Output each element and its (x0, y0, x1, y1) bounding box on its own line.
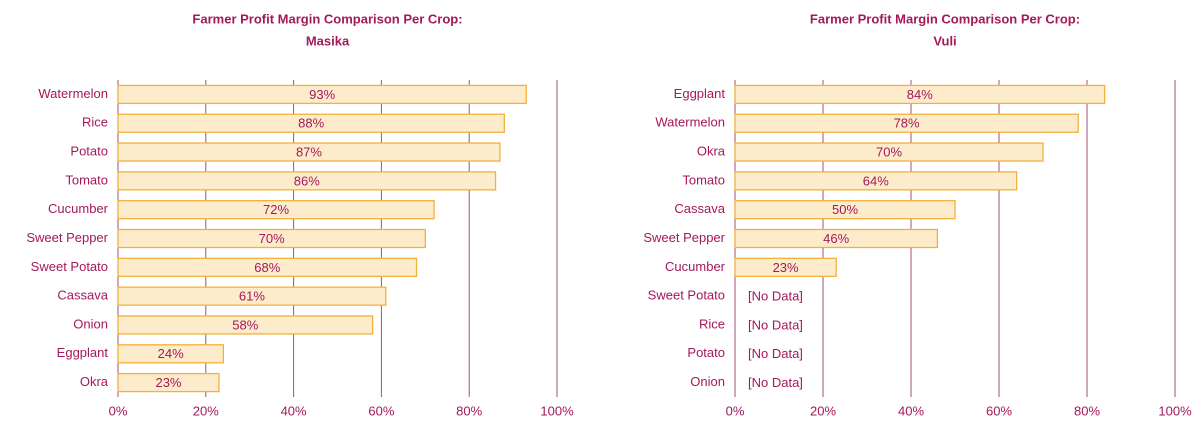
x-tick-label: 0% (726, 403, 745, 418)
y-tick-label: Potato (70, 143, 108, 158)
bar (117, 200, 435, 220)
y-tick-label: Sweet Pepper (643, 230, 725, 245)
bar (117, 142, 501, 162)
y-tick-label: Cucumber (48, 201, 109, 216)
y-tick-label: Sweet Potato (31, 259, 108, 274)
value-label: 93% (309, 87, 335, 102)
value-label: 70% (876, 144, 902, 159)
y-tick-label: Okra (697, 143, 726, 158)
bar (117, 286, 387, 306)
bar (117, 257, 418, 277)
y-tick-label: Rice (699, 316, 725, 331)
chart-title: Farmer Profit Margin Comparison Per Crop… (192, 11, 462, 26)
value-label: 88% (298, 116, 324, 131)
y-tick-label: Tomato (65, 172, 108, 187)
x-tick-label: 0% (109, 403, 128, 418)
value-label: 68% (254, 260, 280, 275)
bar (117, 228, 426, 249)
y-tick-label: Rice (82, 115, 108, 130)
bar (117, 171, 497, 191)
chart-title: Farmer Profit Margin Comparison Per Crop… (810, 11, 1080, 26)
value-label: [No Data] (748, 317, 803, 332)
x-tick-label: 80% (456, 403, 482, 418)
y-tick-label: Sweet Pepper (26, 230, 108, 245)
y-tick-label: Potato (687, 345, 725, 360)
value-label: 23% (155, 375, 181, 390)
value-label: 86% (294, 173, 320, 188)
x-tick-label: 100% (540, 403, 574, 418)
y-tick-label: Eggplant (57, 345, 109, 360)
bar (117, 344, 225, 364)
bar (117, 84, 527, 105)
x-tick-label: 60% (368, 403, 394, 418)
value-label: 46% (823, 231, 849, 246)
x-tick-label: 80% (1074, 403, 1100, 418)
y-tick-label: Eggplant (674, 86, 726, 101)
value-label: 70% (259, 231, 285, 246)
bar (117, 315, 374, 335)
y-tick-label: Watermelon (655, 115, 725, 130)
value-label: 78% (894, 116, 920, 131)
x-tick-label: 40% (898, 403, 924, 418)
value-label: 64% (863, 173, 889, 188)
x-tick-label: 20% (810, 403, 836, 418)
value-label: [No Data] (748, 375, 803, 390)
x-tick-label: 100% (1158, 403, 1192, 418)
value-label: 87% (296, 144, 322, 159)
bar (734, 228, 939, 249)
x-tick-label: 40% (281, 403, 307, 418)
y-tick-label: Okra (80, 374, 109, 389)
value-label: [No Data] (748, 346, 803, 361)
value-label: 50% (832, 202, 858, 217)
chart-title: Vuli (933, 33, 956, 48)
y-tick-label: Onion (690, 374, 725, 389)
bar (734, 171, 1018, 191)
value-label: 84% (907, 87, 933, 102)
bar (734, 200, 956, 220)
chart-title: Masika (306, 33, 350, 48)
value-label: 61% (239, 289, 265, 304)
bar (734, 113, 1079, 133)
x-tick-label: 60% (986, 403, 1012, 418)
y-tick-label: Cassava (57, 288, 108, 303)
value-label: 72% (263, 202, 289, 217)
value-label: 23% (773, 260, 799, 275)
y-tick-label: Cassava (674, 201, 725, 216)
y-tick-label: Tomato (682, 172, 725, 187)
y-tick-label: Cucumber (665, 259, 726, 274)
bar (117, 113, 505, 133)
bar (117, 372, 220, 393)
value-label: 24% (158, 346, 184, 361)
bar (734, 257, 837, 277)
y-tick-label: Watermelon (38, 86, 108, 101)
value-label: [No Data] (748, 289, 803, 304)
y-tick-label: Onion (73, 316, 108, 331)
y-tick-label: Sweet Potato (648, 288, 725, 303)
bar (734, 84, 1106, 105)
x-tick-label: 20% (193, 403, 219, 418)
value-label: 58% (232, 317, 258, 332)
bar (734, 142, 1044, 162)
